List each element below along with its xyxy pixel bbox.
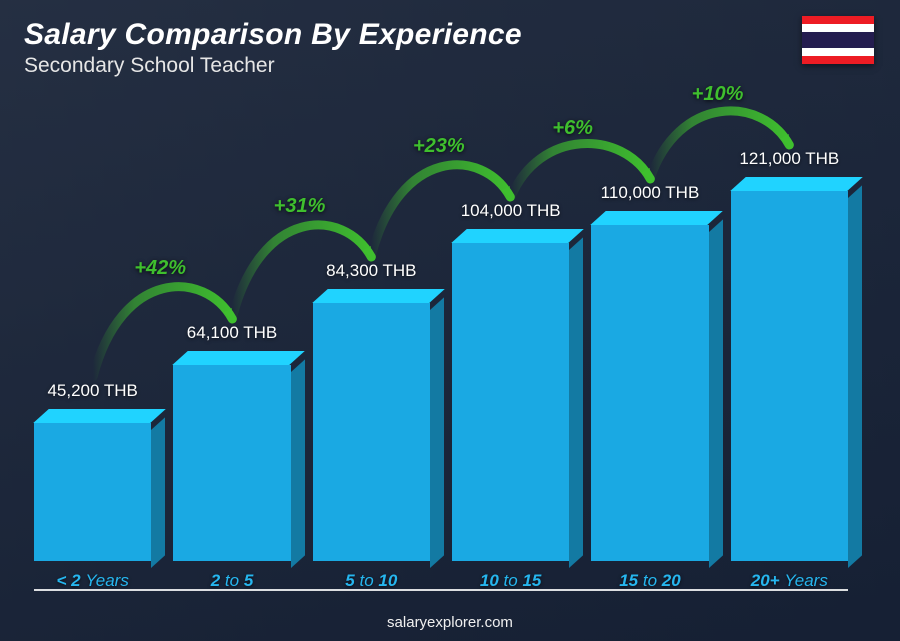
growth-pct-label: +42% [134, 257, 186, 280]
bar-3: 104,000 THB 10 to 15 [452, 201, 569, 591]
growth-pct-label: +23% [413, 135, 465, 158]
bar-2: 84,300 THB 5 to 10 [313, 261, 430, 591]
bar-5: 121,000 THB 20+ Years [731, 149, 848, 591]
bar-value-label: 104,000 THB [461, 201, 561, 221]
bar-value-label: 64,100 THB [187, 323, 277, 343]
bar-x-label: 5 to 10 [345, 571, 397, 591]
growth-pct-label: +6% [552, 117, 593, 140]
bar-x-label: 2 to 5 [211, 571, 254, 591]
bar-value-label: 121,000 THB [739, 149, 839, 169]
bar-x-label: 20+ Years [751, 571, 828, 591]
bar-value-label: 45,200 THB [47, 381, 137, 401]
chart-title: Salary Comparison By Experience [24, 18, 522, 52]
growth-pct-label: +10% [692, 83, 744, 106]
bar-chart: 45,200 THB < 2 Years 64,100 THB 2 to 5 84,30… [34, 100, 848, 591]
bar-x-label: 15 to 20 [619, 571, 681, 591]
bar-value-label: 110,000 THB [601, 183, 700, 203]
chart-baseline [34, 589, 848, 591]
growth-pct-label: +31% [274, 195, 326, 218]
bar-1: 64,100 THB 2 to 5 [173, 323, 290, 591]
footer-source: salaryexplorer.com [0, 614, 900, 631]
chart-subtitle: Secondary School Teacher [24, 54, 522, 78]
bar-x-label: < 2 Years [57, 571, 129, 591]
bar-x-label: 10 to 15 [480, 571, 542, 591]
bar-0: 45,200 THB < 2 Years [34, 381, 151, 591]
thailand-flag-icon [802, 16, 874, 64]
bar-value-label: 84,300 THB [326, 261, 416, 281]
bar-4: 110,000 THB 15 to 20 [591, 183, 708, 591]
